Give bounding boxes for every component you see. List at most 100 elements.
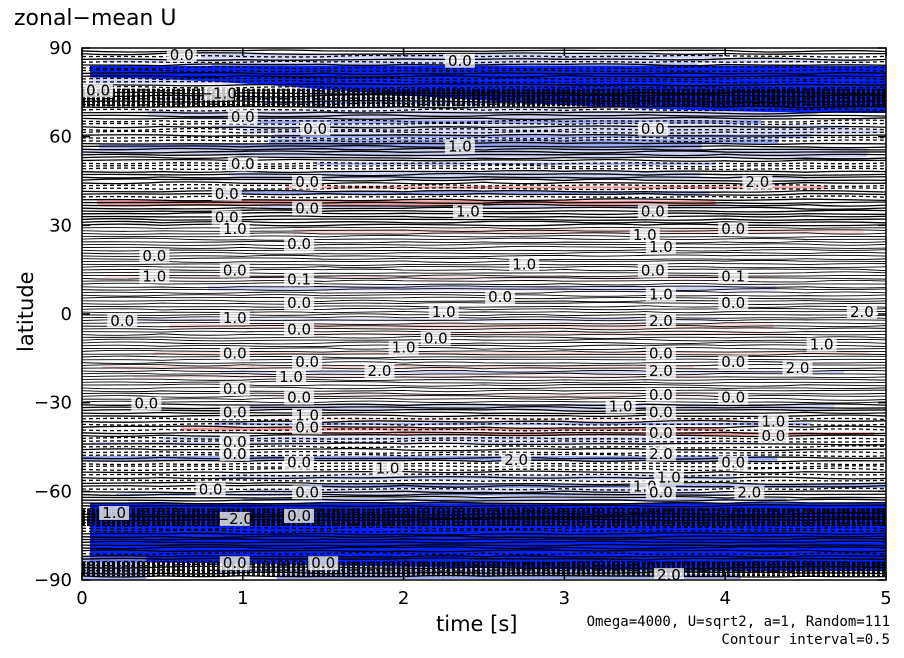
contour-label-text: 1.0: [456, 203, 480, 221]
contour-label-bg: [284, 455, 315, 470]
contour-label-bg: [300, 121, 331, 136]
contour-label-text: 0.0: [649, 386, 673, 404]
contour-label: 0.0: [219, 403, 250, 421]
contour-label: 0.0: [131, 395, 162, 413]
contour-label: 0.0: [718, 454, 749, 472]
shaded-band: [181, 176, 807, 180]
contour-label-bg: [645, 446, 676, 461]
contour-label-bg: [139, 269, 170, 284]
contour-line: [82, 69, 886, 73]
contour-label: 0.0: [308, 554, 339, 572]
contour-label-bg: [364, 364, 395, 379]
contour-label-bg: [806, 337, 837, 352]
contour-label: 0.0: [292, 418, 323, 436]
contour-label-bg: [629, 228, 660, 243]
contour-lines: [82, 49, 886, 578]
contour-label: 1.0: [509, 256, 540, 274]
contour-label-bg: [219, 556, 250, 571]
contour-line: [82, 229, 886, 232]
contour-label-bg: [372, 461, 403, 476]
contour-label: 1.0: [139, 268, 170, 286]
contour-line: [82, 386, 886, 390]
contour-line: [82, 80, 886, 84]
contour-line: [82, 436, 886, 440]
contour-label: 2.0: [645, 312, 676, 330]
contour-label-bg: [107, 313, 138, 328]
contour-label-bg: [444, 139, 475, 154]
contour-label-text: 0.0: [721, 353, 745, 371]
contour-label: 1.0: [428, 303, 459, 321]
shaded-band: [102, 366, 694, 370]
chart-title: zonal−mean U: [14, 6, 177, 31]
contour-line: [82, 74, 886, 78]
contour-label-bg: [284, 322, 315, 337]
contour-label: 0.0: [718, 294, 749, 312]
contour-label: 0.0: [645, 483, 676, 501]
contour-label-text: 2.0: [745, 173, 769, 191]
contour-line: [82, 330, 886, 333]
contour-line: [82, 249, 886, 252]
contour-line: [82, 358, 886, 361]
contour-label: 2.0: [364, 362, 395, 380]
shaded-band: [216, 569, 786, 573]
shaded-band: [259, 205, 761, 209]
contour-label-bg: [605, 399, 636, 414]
contour-label: 2.0: [742, 173, 773, 191]
contour-line: [82, 462, 886, 466]
contour-label-text: 0.0: [424, 330, 448, 348]
contour-label-text: 1.0: [102, 504, 126, 522]
contour-label-bg: [718, 296, 749, 311]
contour-label-text: 1.0: [142, 268, 166, 286]
contour-label-text: 0.0: [134, 395, 158, 413]
contour-line: [82, 408, 886, 412]
shaded-band: [133, 375, 710, 378]
shaded-band: [276, 574, 742, 579]
contour-line: [82, 555, 886, 558]
contour-label: 1.0: [758, 412, 789, 430]
contour-line: [82, 324, 886, 328]
contour-label: 0.0: [718, 220, 749, 238]
contour-label-text: 0.0: [287, 389, 311, 407]
contour-line: [82, 119, 886, 123]
contour-label-text: 0.0: [721, 294, 745, 312]
contour-line: [82, 428, 886, 432]
contour-label-text: 1.0: [810, 336, 834, 354]
contour-label-text: 0.0: [223, 554, 247, 572]
contour-label-text: 0.0: [641, 262, 665, 280]
x-axis-label: time [s]: [436, 612, 518, 636]
contour-label-text: 2.0: [504, 451, 528, 469]
contour-line: [82, 232, 886, 235]
contour-label-text: 0.1: [721, 268, 745, 286]
contour-line: [82, 66, 886, 70]
contour-label-bg: [501, 452, 532, 467]
contour-label-bg: [485, 290, 516, 305]
contour-label-text: 2.0: [649, 312, 673, 330]
contour-line: [82, 403, 886, 407]
contour-label: 0.0: [637, 262, 668, 280]
y-tick-label: 60: [49, 127, 72, 148]
contour-label-bg: [645, 239, 676, 254]
contour-label-bg: [219, 310, 250, 325]
contour-label-bg: [219, 222, 250, 237]
contour-label-text: 0.0: [721, 220, 745, 238]
contour-label-text: 1.0: [448, 137, 472, 155]
contour-line: [82, 60, 886, 64]
contour-line: [82, 453, 886, 458]
contour-label: 0.0: [284, 235, 315, 253]
contour-label: 1.0: [99, 504, 130, 522]
contour-line: [82, 465, 886, 469]
contour-line: [82, 338, 886, 342]
contour-label-text: 0.0: [641, 203, 665, 221]
contour-label-text: 0.0: [762, 427, 786, 445]
contour-interval-note: Contour interval=0.5: [721, 632, 890, 648]
contour-line: [82, 111, 886, 115]
contour-label-bg: [166, 48, 197, 62]
contour-line: [82, 276, 886, 280]
contour-line: [82, 316, 886, 319]
contour-label-bg: [718, 269, 749, 284]
contour-line: [82, 139, 886, 143]
contour-line: [82, 237, 886, 241]
contour-label-bg: [308, 556, 339, 571]
contour-label-text: 0.0: [170, 46, 194, 64]
